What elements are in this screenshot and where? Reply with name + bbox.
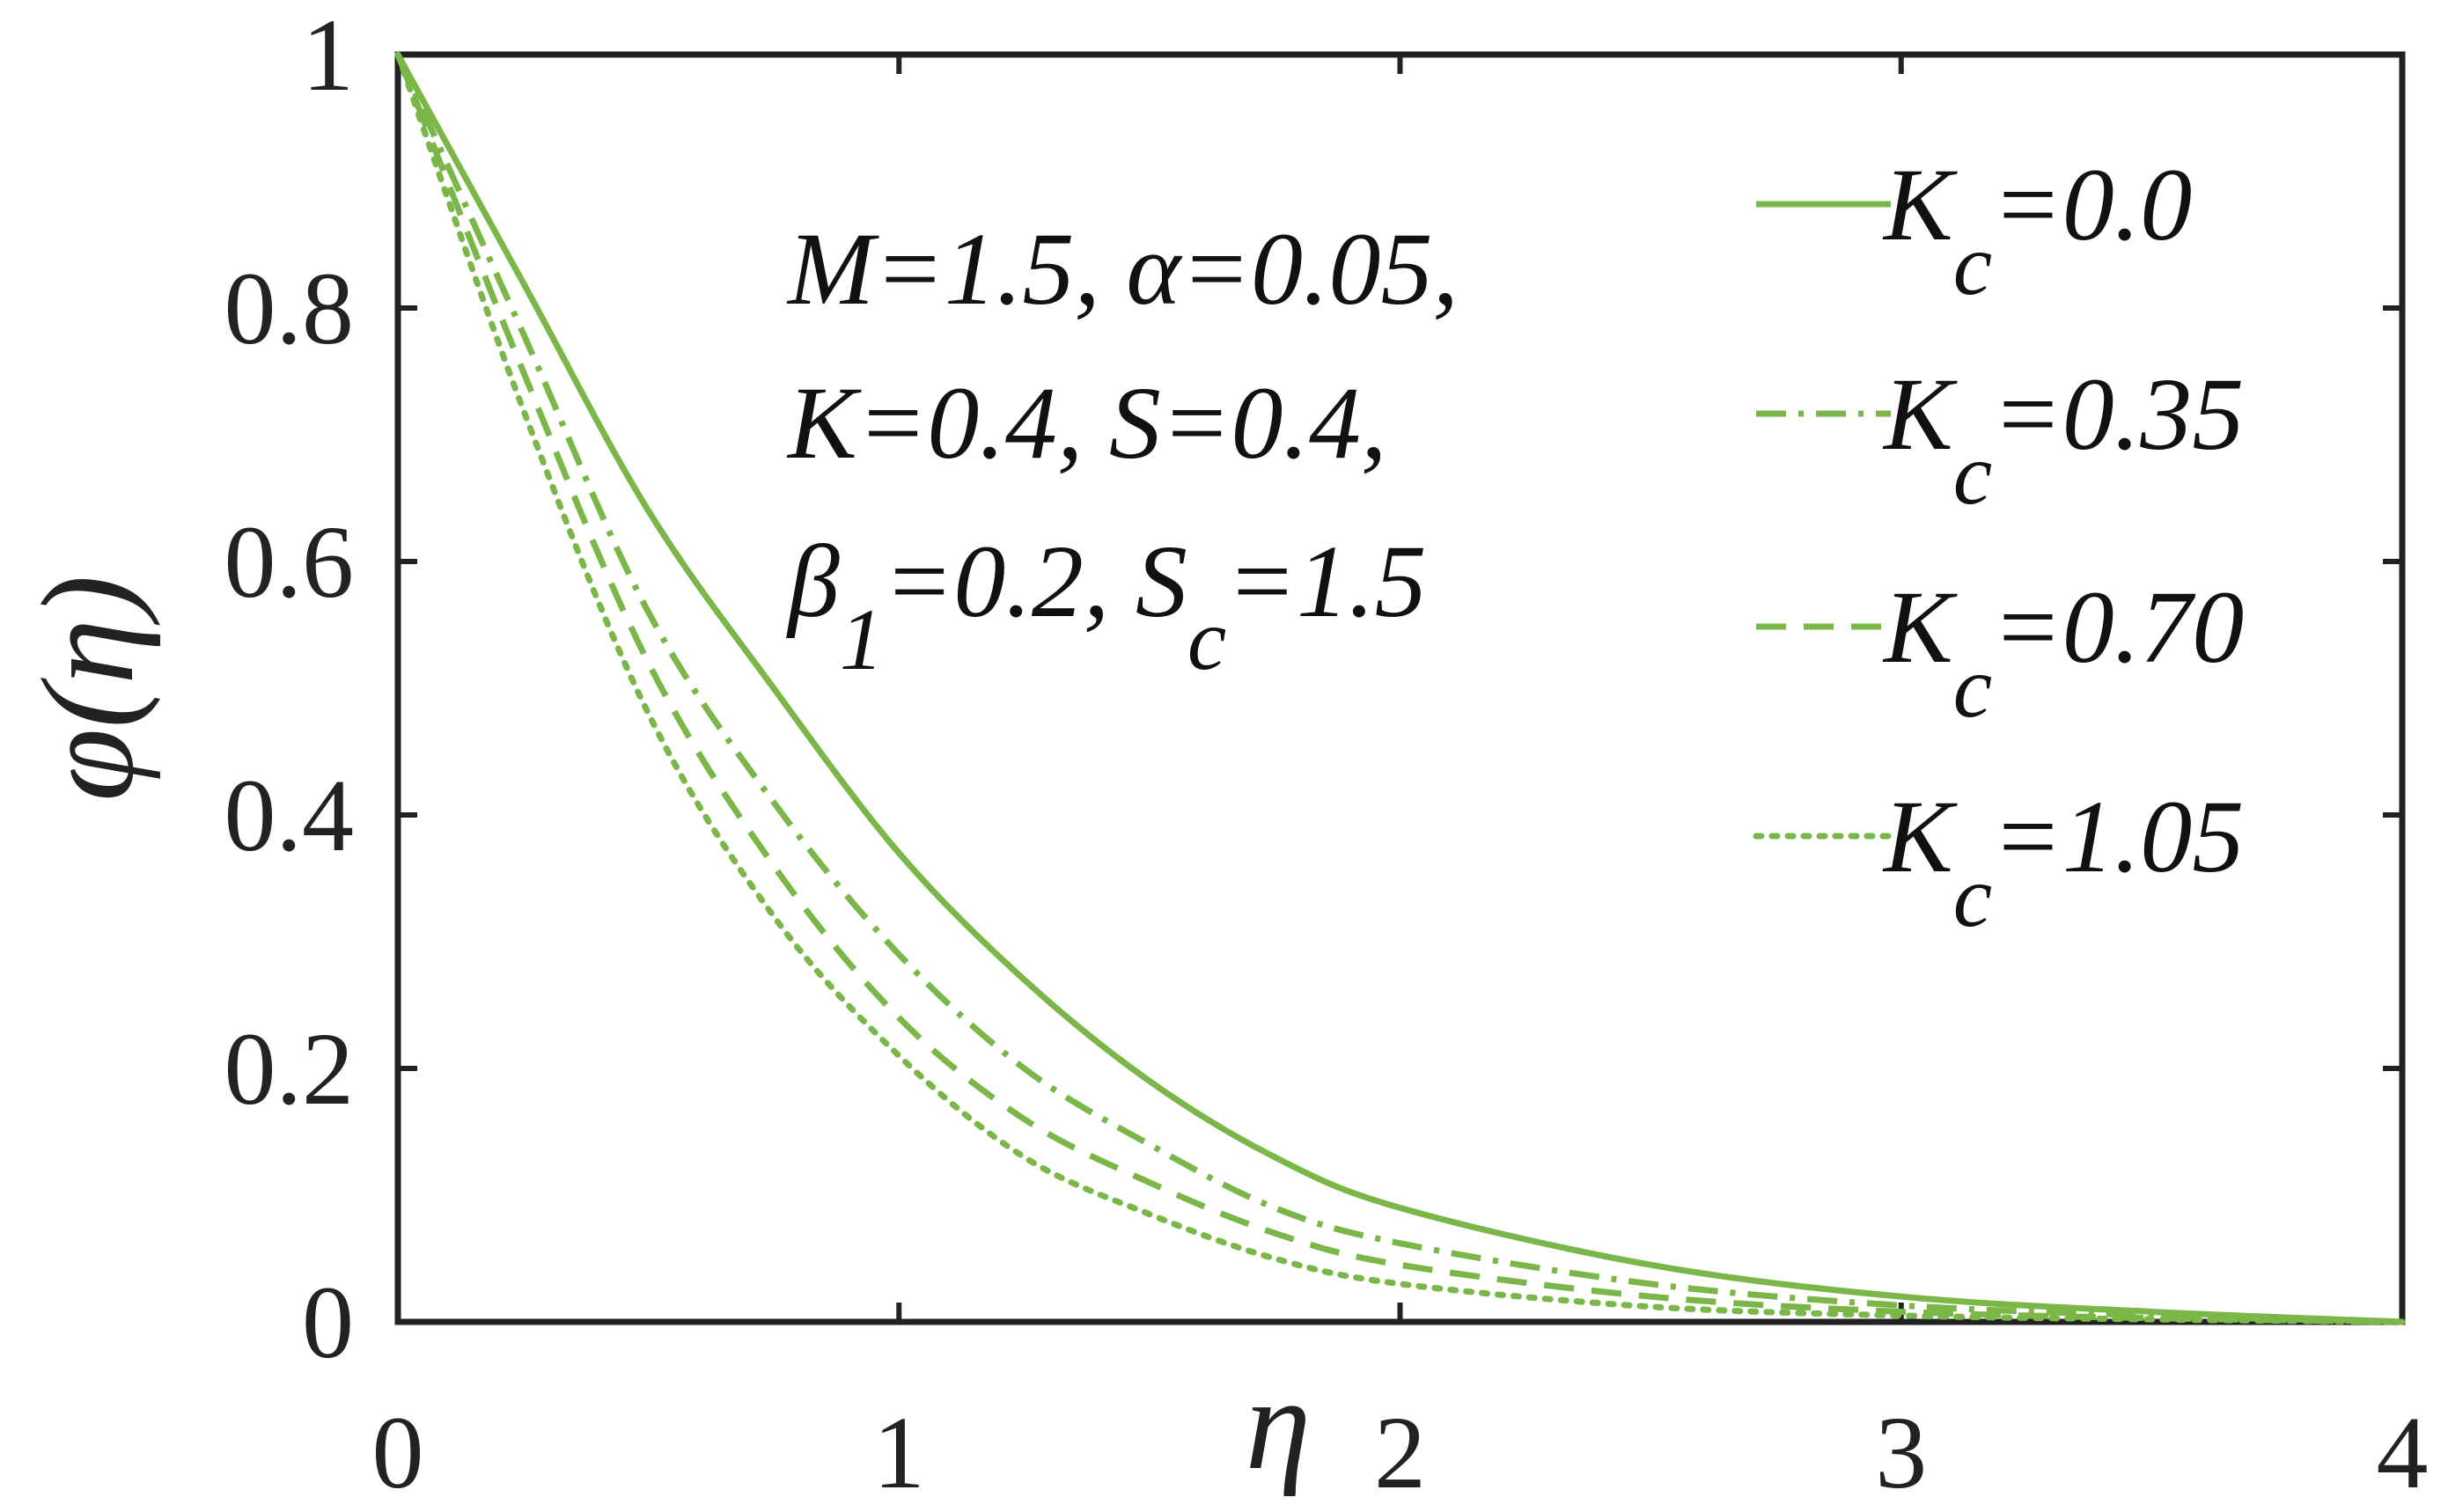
x-tick-label: 4 bbox=[2377, 1395, 2429, 1510]
x-tick-label: 3 bbox=[1875, 1395, 1927, 1510]
x-tick-label: 2 bbox=[1374, 1395, 1426, 1510]
y-tick-label: 0.2 bbox=[224, 1011, 355, 1127]
annotation-sc-sub: c bbox=[1187, 591, 1226, 688]
legend-sub: c bbox=[1953, 216, 1992, 313]
y-tick-label: 0.6 bbox=[224, 504, 355, 620]
legend-value: =1.05 bbox=[1992, 779, 2244, 894]
legend-main: K bbox=[1882, 569, 1958, 685]
x-tick-label: 1 bbox=[873, 1395, 925, 1510]
legend-label-3: Kc=0.70 bbox=[1882, 569, 2244, 736]
legend-main: K bbox=[1882, 779, 1958, 894]
parameter-annotation: M=1.5, α=0.05, K=0.4, S=0.4, β1=0.2, Sc=… bbox=[786, 211, 1459, 688]
legend-sub: c bbox=[1953, 638, 1992, 736]
annotation-beta: β bbox=[786, 524, 840, 639]
legend-label-2: Kc=0.35 bbox=[1882, 356, 2244, 523]
legend-main: K bbox=[1882, 147, 1958, 262]
legend-label-4: Kc=1.05 bbox=[1882, 779, 2244, 945]
legend-label-1: Kc=0.0 bbox=[1882, 147, 2192, 313]
legend-main: K bbox=[1882, 356, 1958, 472]
annotation-line-2: K=0.4, S=0.4, bbox=[786, 365, 1386, 481]
y-tick-label: 0 bbox=[302, 1265, 354, 1380]
annotation-sc-value: =1.5 bbox=[1226, 524, 1426, 639]
legend-value: =0.70 bbox=[1992, 569, 2244, 685]
series-line-3 bbox=[394, 53, 2403, 1325]
y-axis-label: φ(η) bbox=[15, 575, 161, 801]
y-tick-label: 0.8 bbox=[224, 251, 355, 366]
legend-value: =0.35 bbox=[1992, 356, 2244, 472]
series-layer bbox=[394, 51, 2406, 1325]
annotation-beta-sub: 1 bbox=[840, 591, 884, 688]
x-tick-label: 0 bbox=[372, 1395, 424, 1510]
series-line-4 bbox=[394, 51, 2406, 1325]
axis-ticks: 0 1 2 3 4 0 0.2 0.4 0.6 0.8 1 bbox=[224, 0, 2429, 1510]
annotation-line-3: β1=0.2, Sc=1.5 bbox=[786, 524, 1426, 688]
legend-sub: c bbox=[1953, 425, 1992, 523]
annotation-beta-value: =0.2, S bbox=[884, 524, 1187, 639]
x-axis-label: η bbox=[1246, 1351, 1311, 1497]
y-tick-label: 1 bbox=[302, 0, 354, 113]
y-tick-label: 0.4 bbox=[224, 758, 355, 873]
series-line-1 bbox=[394, 53, 2403, 1325]
annotation-line-1: M=1.5, α=0.05, bbox=[786, 211, 1459, 327]
legend-sub: c bbox=[1953, 848, 1992, 945]
legend-value: =0.0 bbox=[1992, 147, 2192, 262]
